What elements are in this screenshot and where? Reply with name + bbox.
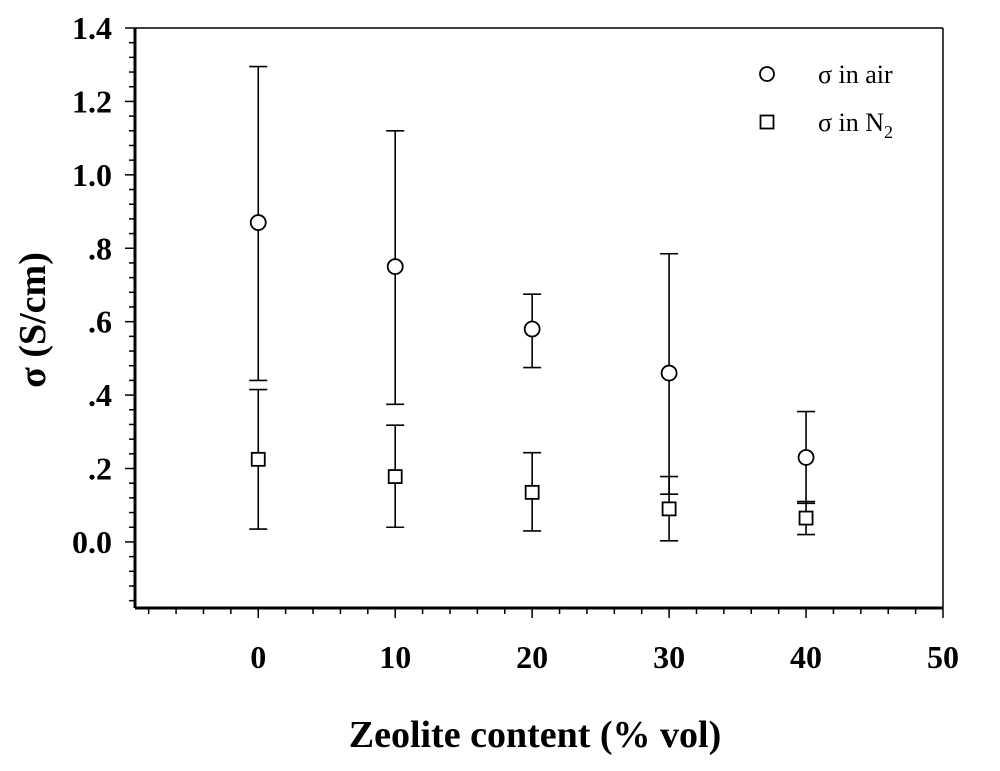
data-point-square: [250, 451, 266, 467]
x-axis: 0 10 20 30 40 50: [147, 608, 959, 675]
y-tick-label: 0.0: [72, 524, 112, 560]
y-tick-label: 1.4: [72, 10, 112, 46]
data-point-circle: [797, 449, 815, 466]
y-tick-label: .8: [88, 230, 112, 266]
y-tick-label: 1.0: [72, 157, 112, 193]
data-point-square: [387, 469, 403, 484]
y-axis: 0.0 .2 .4 .6 .8 1.0 1.2 1.4: [72, 10, 135, 602]
data-point-square: [661, 501, 677, 517]
data-point-circle: [249, 214, 267, 231]
x-tick-label: 0: [250, 639, 266, 675]
data-point-square: [798, 510, 814, 526]
data-point-circle: [523, 320, 541, 338]
data-point-circle: [660, 364, 678, 382]
series-layer: [249, 65, 816, 542]
x-tick-label: 30: [653, 639, 685, 675]
plot-frame: [133, 27, 944, 610]
legend: σ in air σ in N2: [759, 60, 893, 142]
legend-label: σ in air: [818, 60, 893, 89]
y-tick-label: 1.2: [72, 83, 112, 119]
data-point-circle: [386, 258, 404, 276]
x-tick-label: 40: [790, 639, 822, 675]
x-tick-label: 50: [927, 639, 959, 675]
legend-marker-circle: [759, 66, 775, 82]
data-point-square: [524, 484, 540, 500]
y-tick-label: .2: [88, 451, 112, 487]
y-tick-label: .6: [88, 304, 112, 340]
x-tick-label: 10: [379, 639, 411, 675]
x-axis-title: Zeolite content (% vol): [349, 714, 722, 756]
legend-marker-square: [759, 114, 775, 130]
series-square: [249, 388, 816, 542]
y-tick-label: .4: [88, 377, 112, 413]
legend-label: σ in N2: [818, 108, 893, 142]
legend-item: σ in air: [759, 60, 893, 89]
y-axis-title: σ (S/cm): [12, 252, 54, 388]
series-circle: [249, 65, 816, 505]
x-tick-label: 20: [516, 639, 548, 675]
legend-item: σ in N2: [759, 108, 893, 142]
